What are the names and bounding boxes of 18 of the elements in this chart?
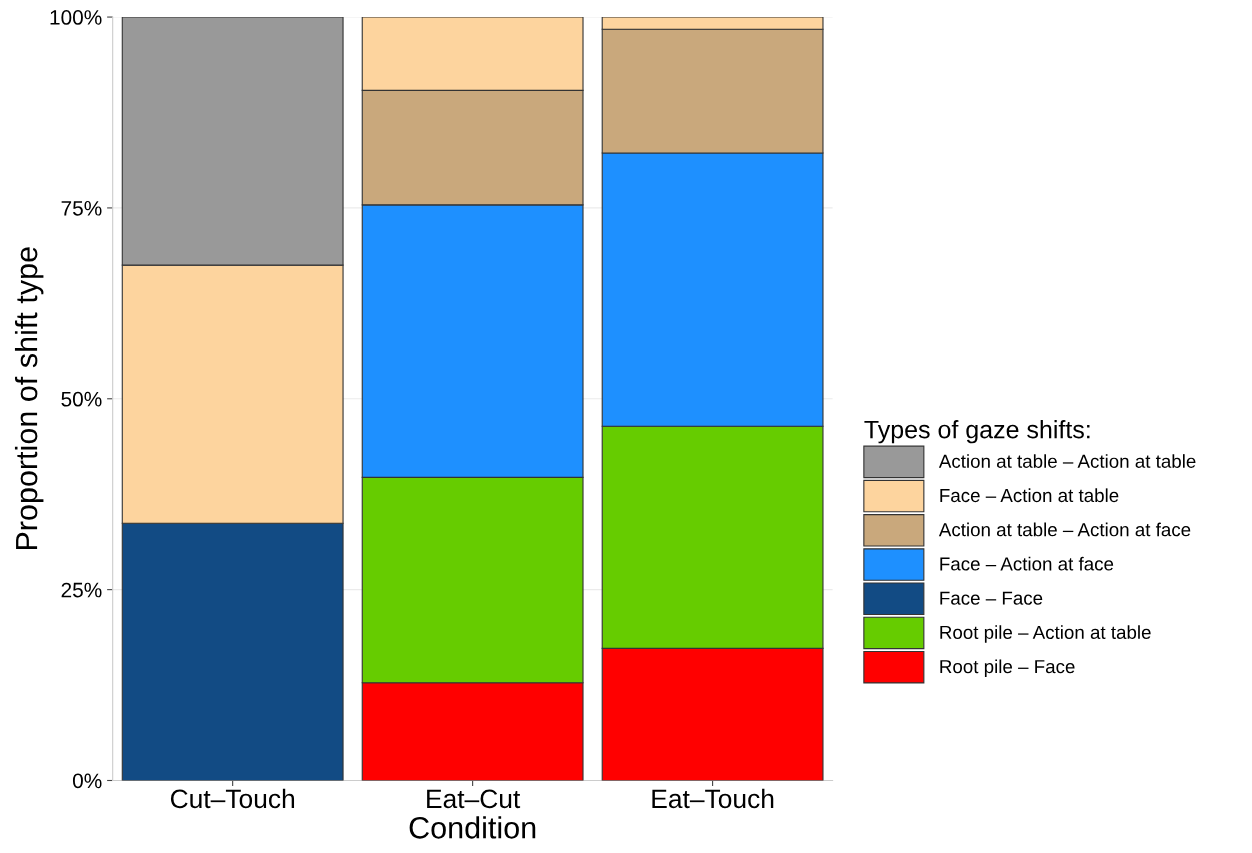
legend-label: Action at table – Action at face xyxy=(938,522,1191,537)
x-tick-label: Eat–Touch xyxy=(652,788,774,809)
y-tick-label: 0% xyxy=(72,773,102,789)
legend-label: Root pile – Face xyxy=(940,659,1075,677)
legend-title: Types of gaze shifts: xyxy=(864,420,1090,444)
y-tick-label: 50% xyxy=(61,391,102,407)
legend-label: Face – Action at face xyxy=(940,556,1114,571)
legend-label: Face – Face xyxy=(940,591,1043,605)
x-tick-label: Eat–Cut xyxy=(427,789,521,809)
legend-label: Root pile – Action at table xyxy=(940,625,1151,643)
x-tick-label: Cut–Touch xyxy=(170,788,295,809)
x-axis-title: Condition xyxy=(409,816,536,839)
y-tick-label: 75% xyxy=(61,201,102,216)
y-axis-title: Proportion of shift type xyxy=(14,247,44,550)
y-tick-label: 100% xyxy=(50,10,102,25)
legend-label: Action at table – Action at table xyxy=(938,454,1196,468)
y-tick-label: 25% xyxy=(61,582,102,598)
legend-label: Face – Action at table xyxy=(940,488,1119,503)
